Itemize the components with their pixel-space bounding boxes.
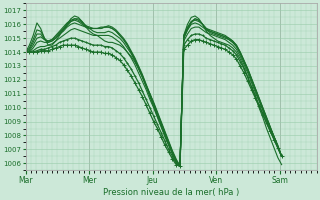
X-axis label: Pression niveau de la mer( hPa ): Pression niveau de la mer( hPa ) xyxy=(103,188,239,197)
